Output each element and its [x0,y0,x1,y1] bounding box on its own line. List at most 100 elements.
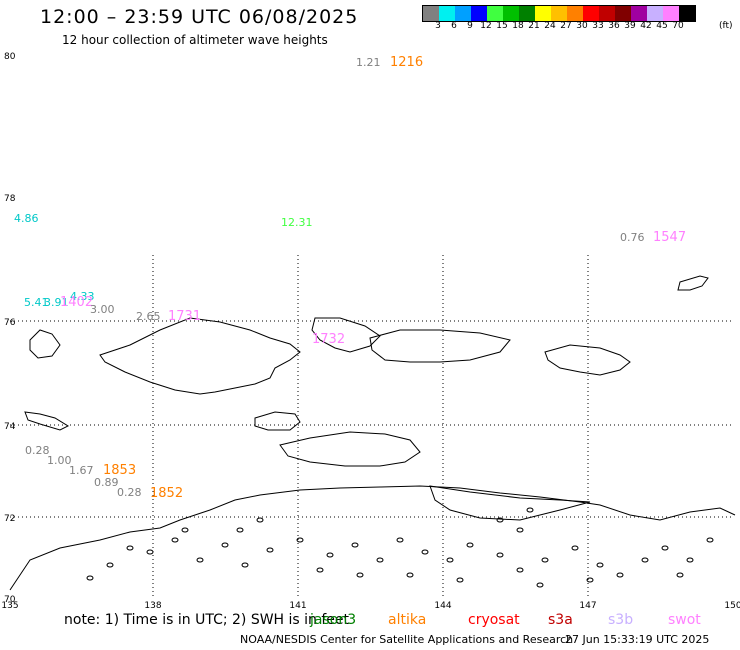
wave-height-observation: 1853 [103,463,136,478]
delta-islet [221,542,229,548]
wave-height-observation: 5.41 [24,296,49,309]
wave-height-observation: 1216 [390,55,423,70]
color-scale-tick: 39 [624,21,636,31]
color-swatch [503,6,519,21]
color-swatch [583,6,599,21]
wave-height-observation: 0.28 [25,444,50,457]
latitude-label: 76 [4,318,16,328]
wave-height-observation: 1.00 [47,454,72,467]
color-swatch [471,6,487,21]
island-small-ne [677,275,709,291]
color-swatch [679,6,695,21]
delta-islet [86,575,94,581]
delta-islet [256,517,264,523]
satellite-legend-item: jason3 [310,612,357,628]
delta-islet [496,552,504,558]
delta-islet [571,545,579,551]
delta-islet [376,557,384,563]
longitude-label: 138 [144,601,161,611]
color-swatch [663,6,679,21]
delta-islet [516,567,524,573]
color-swatch [615,6,631,21]
delta-islet [536,582,544,588]
delta-islet [326,552,334,558]
satellite-legend-item: s3b [608,612,634,628]
island-bolshoy-lyakhovsky [254,411,301,431]
latitude-label: 72 [4,514,15,524]
color-scale-tick: 70 [672,21,684,31]
color-scale-tick: 15 [496,21,508,31]
wave-height-observation: 1732 [312,332,345,347]
wave-height-observation: 4.86 [14,212,39,225]
coastline [9,275,736,591]
delta-islet [586,577,594,583]
delta-islet [126,545,134,551]
graticule-grid [10,255,733,598]
color-swatch [455,6,471,21]
color-swatch [631,6,647,21]
island-stolbovoy [24,411,70,431]
color-scale-tick: 30 [576,21,588,31]
wave-height-observation: 1.21 [356,56,381,69]
delta-islet [496,517,504,523]
coastline-peninsula [429,485,591,521]
wave-height-observation: 0.76 [620,231,645,244]
credit-line: NOAA/NESDIS Center for Satellite Applica… [240,633,574,646]
map-title: 12:00 – 23:59 UTC 06/08/2025 [40,6,359,28]
delta-islet [316,567,324,573]
delta-islet [466,542,474,548]
color-swatch [535,6,551,21]
wave-height-observation: 0.89 [94,476,119,489]
color-scale-tick: 33 [592,21,604,31]
delta-islet [456,577,464,583]
color-scale-tick: 42 [640,21,652,31]
island-kotelny [99,317,301,395]
delta-islet [241,562,249,568]
color-scale-tick: 9 [467,21,473,31]
satellite-legend-item: cryosat [468,612,520,628]
color-swatch [599,6,615,21]
color-scale-tick: 21 [528,21,540,31]
color-swatch [487,6,503,21]
island-faddeyevsky [311,317,381,353]
wave-height-observation: 1.67 [69,464,94,477]
satellite-legend-item: s3a [548,612,573,628]
color-scale-tick: 12 [480,21,492,31]
delta-islet [406,572,414,578]
map-subtitle: 12 hour collection of altimeter wave hei… [62,33,328,47]
color-scale-tick: 45 [656,21,668,31]
color-swatch [567,6,583,21]
island-lyakhovsky-large [279,431,421,467]
delta-islet [641,557,649,563]
longitude-label: 141 [289,601,306,611]
delta-islet [541,557,549,563]
longitude-label: 147 [579,601,596,611]
island-bennett [544,344,631,376]
delta-islet [661,545,669,551]
color-scale-tick: 24 [544,21,556,31]
color-scale-tick: 27 [560,21,572,31]
wave-height-observation: 1402 [60,295,93,310]
color-scale-bar [422,5,696,22]
delta-islet [196,557,204,563]
delta-islet [676,572,684,578]
longitude-label: 135 [1,601,18,611]
latitude-label: 80 [4,52,16,62]
delta-islet [106,562,114,568]
delta-islet [171,537,179,543]
color-scale-tick: 18 [512,21,524,31]
delta-islet [616,572,624,578]
delta-islet [236,527,244,533]
delta-islet [446,557,454,563]
color-scale-tick: 36 [608,21,620,31]
wave-height-observation: 1852 [150,486,183,501]
color-swatch [519,6,535,21]
delta-islet [351,542,359,548]
color-swatch [551,6,567,21]
delta-islet [356,572,364,578]
delta-islet [296,537,304,543]
wave-height-observation: 4.33 [70,290,95,303]
latitude-label: 70 [4,595,16,605]
